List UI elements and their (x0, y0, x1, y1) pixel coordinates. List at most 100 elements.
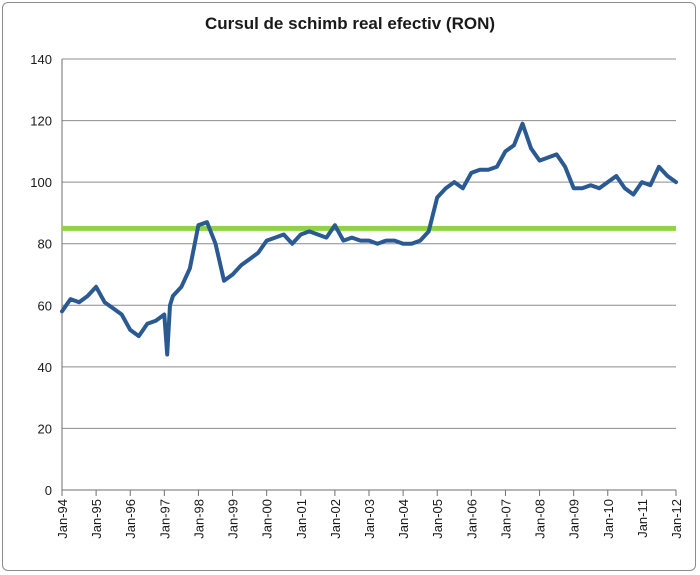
data-point (624, 187, 626, 189)
data-point (513, 144, 515, 146)
data-point (129, 329, 131, 331)
data-point (78, 301, 80, 303)
x-tick-label: Jan-94 (55, 499, 70, 539)
data-point (411, 243, 413, 245)
data-point (496, 166, 498, 168)
y-tick-label: 40 (38, 360, 52, 375)
data-point (607, 181, 609, 183)
data-point (641, 181, 643, 183)
y-tick-label: 20 (38, 421, 52, 436)
x-tick-label: Jan-05 (430, 499, 445, 539)
data-point (394, 240, 396, 242)
y-tick-label: 0 (45, 483, 52, 498)
data-point (487, 169, 489, 171)
data-point (342, 240, 344, 242)
data-point (351, 237, 353, 239)
y-tick-label: 60 (38, 298, 52, 313)
x-tick-label: Jan-98 (191, 499, 206, 539)
data-point (522, 123, 523, 125)
data-point (249, 258, 251, 260)
data-point (70, 298, 72, 300)
x-tick-label: Jan-06 (464, 499, 479, 539)
data-point (112, 307, 114, 309)
data-point (615, 175, 617, 177)
y-tick-label: 140 (30, 52, 52, 67)
x-tick-label: Jan-07 (498, 499, 513, 539)
data-point (266, 240, 268, 242)
data-point (419, 240, 421, 242)
x-tick-label: Jan-09 (567, 499, 582, 539)
data-point (257, 252, 259, 254)
data-point (632, 193, 634, 195)
x-tick-label: Jan-01 (294, 499, 309, 539)
data-point (215, 243, 216, 245)
data-point (300, 233, 302, 235)
data-point (172, 295, 174, 297)
x-tick-label: Jan-08 (533, 499, 548, 539)
data-point (155, 320, 157, 322)
data-point (590, 184, 592, 186)
data-point (556, 153, 558, 155)
data-point (377, 243, 379, 245)
data-point (462, 187, 464, 189)
data-point (325, 237, 327, 239)
data-point (308, 230, 310, 232)
data-point (146, 323, 148, 325)
data-point (317, 233, 319, 235)
data-point (206, 221, 208, 223)
data-point (573, 187, 575, 189)
data-point (598, 187, 600, 189)
data-point (138, 335, 140, 337)
data-point (223, 280, 225, 282)
data-point (453, 181, 455, 183)
x-tick-label: Jan-96 (123, 499, 138, 539)
data-point (283, 233, 285, 235)
series-line-0 (60, 121, 678, 357)
data-point (166, 354, 168, 356)
x-tick-label: Jan-95 (89, 499, 104, 539)
chart-title: Cursul de schimb real efectiv (RON) (204, 14, 496, 33)
data-point (87, 295, 89, 297)
data-point (359, 240, 361, 242)
data-point (121, 314, 123, 316)
data-point (274, 237, 276, 239)
data-point (470, 172, 472, 174)
y-tick-label: 120 (30, 114, 52, 129)
x-tick-label: Jan-97 (157, 499, 172, 539)
x-tick-label: Jan-02 (328, 499, 343, 539)
x-tick-label: Jan-04 (396, 499, 411, 539)
y-tick-label: 80 (38, 237, 52, 252)
data-point (197, 224, 199, 226)
data-point (169, 304, 171, 306)
data-point (564, 166, 566, 168)
data-point (61, 310, 63, 312)
data-point (232, 274, 234, 275)
x-tick-label: Jan-03 (362, 499, 377, 539)
data-point (649, 184, 651, 186)
data-point (163, 314, 165, 316)
data-point (402, 243, 404, 245)
x-tick-label: Jan-00 (260, 499, 275, 539)
data-point (436, 197, 438, 199)
data-point (385, 240, 387, 242)
data-point (291, 243, 293, 245)
data-point (675, 181, 677, 183)
data-point (428, 230, 430, 232)
y-tick-label: 100 (30, 175, 52, 190)
x-tick-label: Jan-12 (669, 499, 684, 539)
data-point (445, 187, 447, 189)
data-point (581, 187, 583, 189)
data-point (189, 267, 191, 269)
data-point (95, 286, 97, 288)
data-point (180, 286, 182, 288)
data-point (240, 264, 242, 266)
data-point (334, 224, 336, 226)
data-point (530, 147, 532, 149)
data-point (658, 166, 660, 168)
data-point (368, 240, 370, 242)
data-point (104, 301, 106, 303)
data-point (479, 169, 481, 171)
data-point (666, 175, 668, 177)
